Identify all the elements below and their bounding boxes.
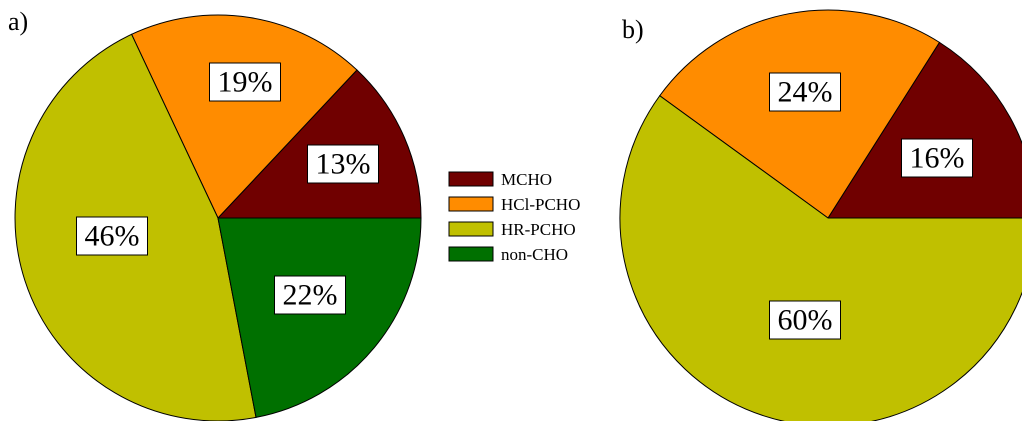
pie-slice-non-cho	[217, 217, 422, 418]
slice-label-non-cho: 22%	[274, 275, 346, 315]
pie-slice-hr-pcho	[619, 95, 1022, 421]
pie-slice-hcl-pcho	[659, 9, 941, 219]
svg-text:13%: 13%	[316, 148, 371, 181]
panel-label-b: b)	[622, 15, 644, 44]
legend-item-hcl-pcho: HCl-PCHO	[448, 195, 580, 214]
legend-swatch-mcho	[448, 171, 494, 187]
pie-a: 13% 19% 46% 22%	[14, 14, 422, 421]
slice-label-hcl-pcho: 19%	[209, 62, 281, 102]
legend-label-hr-pcho: HR-PCHO	[501, 220, 576, 239]
legend-item-non-cho: non-CHO	[448, 245, 568, 264]
legend-swatch-hcl-pcho	[448, 196, 494, 212]
legend-item-mcho: MCHO	[448, 170, 552, 189]
pie-b: 16% 24% 60%	[619, 9, 1022, 421]
svg-text:60%: 60%	[778, 304, 833, 337]
legend: MCHO HCl-PCHO HR-PCHO non-CHO	[448, 170, 580, 264]
legend-label-hcl-pcho: HCl-PCHO	[501, 195, 580, 214]
chart-root: 13% 19% 46% 22% 16% 24% 60%	[14, 9, 1022, 421]
legend-item-hr-pcho: HR-PCHO	[448, 220, 576, 239]
legend-swatch-non-cho	[448, 246, 494, 262]
legend-label-non-cho: non-CHO	[501, 245, 568, 264]
pie-slice-hcl-pcho	[130, 14, 358, 219]
svg-text:16%: 16%	[910, 142, 965, 175]
slice-label-mcho: 16%	[901, 138, 973, 178]
svg-text:24%: 24%	[778, 76, 833, 109]
slice-label-hcl-pcho: 24%	[769, 72, 841, 112]
legend-label-mcho: MCHO	[501, 170, 552, 189]
slice-label-hr-pcho: 60%	[769, 300, 841, 340]
slice-label-mcho: 13%	[307, 144, 379, 184]
svg-text:19%: 19%	[218, 66, 273, 99]
legend-swatch-hr-pcho	[448, 221, 494, 237]
pie-slice-mcho	[827, 41, 1022, 219]
svg-text:46%: 46%	[85, 220, 140, 253]
slice-label-hr-pcho: 46%	[76, 216, 148, 256]
svg-text:22%: 22%	[283, 279, 338, 312]
panel-label-a: a)	[8, 7, 28, 36]
